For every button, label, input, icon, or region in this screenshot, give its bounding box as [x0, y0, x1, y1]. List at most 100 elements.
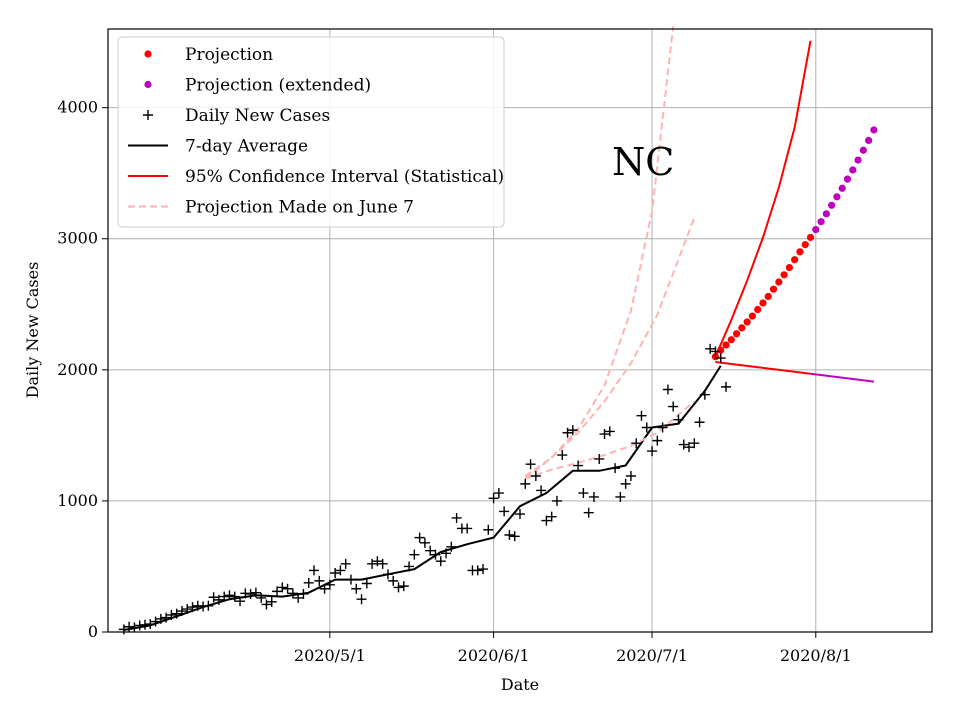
daily-new-cases-marker [340, 558, 351, 569]
daily-new-cases-marker [583, 507, 594, 518]
daily-new-cases-marker [314, 575, 325, 586]
daily-new-cases-marker [525, 459, 536, 470]
daily-new-cases-marker [684, 442, 695, 453]
daily-new-cases-marker [219, 591, 230, 602]
daily-new-cases-marker [483, 524, 494, 535]
daily-new-cases-marker [652, 435, 663, 446]
series-segment-line [810, 372, 875, 383]
daily-new-cases-marker [398, 581, 409, 592]
daily-new-cases-marker [520, 478, 531, 489]
projection-extended-point [817, 218, 825, 226]
daily-new-cases-marker [530, 471, 541, 482]
daily-new-cases-marker [388, 575, 399, 586]
daily-new-cases-marker [298, 588, 309, 599]
daily-new-cases-marker [647, 446, 658, 457]
projection-extended-point [849, 166, 857, 174]
y-tick-label: 4000 [57, 98, 98, 117]
projection-extended-point [812, 225, 820, 234]
projection-extended-point [854, 156, 862, 164]
daily-new-cases-marker [515, 509, 525, 520]
projection-point [806, 233, 815, 242]
daily-new-cases-marker [504, 529, 515, 540]
daily-new-cases-marker [625, 471, 636, 482]
plot-frame [107, 28, 933, 633]
legend-label-projection-made-on-june-7: Projection Made on June 7 [185, 198, 414, 218]
daily-new-cases-marker [245, 588, 256, 599]
daily-new-cases-marker [324, 579, 335, 590]
daily-new-cases-marker [129, 622, 140, 633]
projection-extended-point [822, 210, 830, 218]
daily-new-cases-marker [155, 613, 166, 624]
daily-new-cases-marker [610, 463, 621, 474]
daily-new-cases-marker [351, 583, 362, 594]
daily-new-cases-marker [620, 478, 631, 489]
daily-new-cases-marker [287, 588, 298, 599]
daily-new-cases-marker [668, 401, 679, 412]
daily-new-cases-marker [187, 602, 198, 613]
daily-new-cases-marker [636, 410, 647, 421]
daily-new-cases-marker [699, 389, 710, 400]
daily-new-cases-marker [689, 438, 700, 449]
projection-point [738, 324, 746, 332]
daily-new-cases-marker [546, 511, 557, 522]
series-segment-line [715, 361, 811, 375]
daily-new-cases-marker [536, 485, 547, 496]
x-tick-label: 2020/8/1 [780, 646, 852, 665]
daily-new-cases-marker [673, 414, 684, 425]
projection-extended-point [870, 126, 878, 134]
legend-swatch-projection [144, 50, 152, 58]
projection-point [769, 285, 778, 293]
x-axis-label: Date [501, 675, 539, 694]
daily-new-cases-marker [208, 592, 219, 603]
daily-new-cases-marker [594, 453, 605, 464]
projection-point [785, 263, 793, 272]
daily-new-cases-marker [451, 512, 462, 523]
projection-point [759, 299, 767, 307]
daily-new-cases-marker [588, 491, 599, 502]
projection-made-on-june-7-line [524, 26, 675, 477]
chart-annotation: NC [612, 140, 674, 184]
daily-new-cases-marker [309, 565, 319, 576]
daily-new-cases-marker [382, 569, 393, 580]
legend-box [117, 36, 505, 228]
daily-new-cases-marker [303, 577, 314, 588]
daily-new-cases-marker [367, 558, 378, 569]
daily-new-cases-marker [578, 488, 589, 499]
daily-new-cases-marker [272, 586, 283, 597]
daily-new-cases-marker [229, 591, 240, 602]
projection-point [722, 341, 730, 349]
daily-new-cases-marker [150, 616, 161, 627]
daily-new-cases-marker [203, 600, 214, 611]
daily-new-cases-marker [372, 556, 383, 567]
daily-new-cases-marker [330, 568, 341, 579]
daily-new-cases-marker [166, 609, 177, 620]
daily-new-cases-marker [499, 506, 510, 517]
daily-new-cases-marker [567, 425, 578, 436]
daily-new-cases-marker [393, 582, 404, 593]
y-tick-label: 1000 [57, 491, 98, 510]
y-tick-label: 3000 [57, 229, 98, 248]
daily-new-cases-marker [557, 450, 568, 461]
projection-point [791, 256, 799, 264]
daily-new-cases-marker [261, 599, 272, 610]
daily-new-cases-marker [573, 460, 584, 471]
daily-new-cases-marker [277, 582, 288, 593]
daily-new-cases-marker [282, 583, 293, 594]
daily-new-cases-marker [551, 495, 562, 506]
daily-new-cases-marker [161, 612, 172, 623]
daily-new-cases-marker [430, 549, 441, 560]
daily-new-cases-marker [335, 565, 346, 576]
daily-new-cases-marker [710, 346, 721, 357]
daily-new-cases-marker [541, 515, 552, 526]
daily-new-cases-marker [404, 561, 415, 572]
x-tick-label: 2020/7/1 [616, 646, 688, 665]
daily-new-cases-marker [171, 608, 182, 619]
legend-label-daily-new-cases: Daily New Cases [185, 106, 330, 126]
daily-new-cases-marker [414, 532, 425, 543]
legend-label-7-day-average: 7-day Average [185, 137, 308, 157]
daily-new-cases-marker [377, 558, 388, 569]
daily-new-cases-marker [425, 545, 436, 556]
projection-point [775, 278, 783, 286]
projection-extended-point [838, 184, 846, 192]
daily-new-cases-marker [266, 596, 277, 607]
